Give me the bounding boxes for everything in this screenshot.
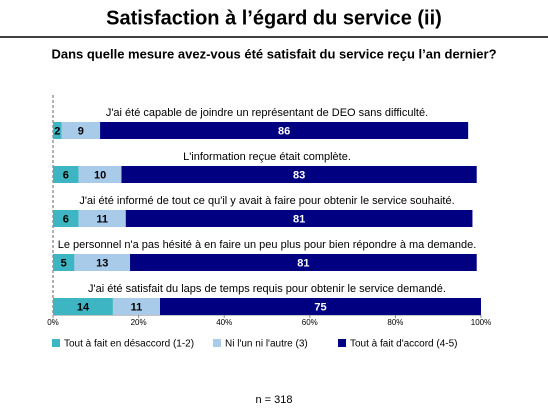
- value-label: 10: [94, 169, 106, 181]
- bar-segment: [130, 254, 477, 271]
- bar-segment: [112, 298, 160, 315]
- value-label: 81: [297, 257, 309, 269]
- category-label: J'ai été capable de joindre un représent…: [106, 107, 428, 119]
- x-tick-label: 0%: [47, 318, 59, 327]
- bar-segment: [53, 254, 75, 271]
- legend-swatch: [52, 339, 60, 347]
- x-tick-label: 80%: [387, 318, 403, 327]
- bar-segment: [53, 166, 79, 183]
- value-label: 9: [78, 125, 84, 137]
- bar-segment: [121, 166, 477, 183]
- bar-segment: [125, 210, 473, 227]
- bar-segment: [61, 122, 101, 139]
- x-tick-label: 40%: [216, 318, 232, 327]
- legend-swatch: [213, 339, 221, 347]
- value-label: 14: [77, 301, 90, 313]
- bar-segment: [78, 210, 126, 227]
- bar-segment: [74, 254, 131, 271]
- bar-segment: [78, 166, 122, 183]
- bar-segment: [53, 298, 113, 315]
- category-label: J'ai été satisfait du laps de temps requ…: [88, 283, 446, 295]
- value-label: 6: [63, 169, 69, 181]
- annotation: n = 318: [255, 394, 292, 406]
- value-label: 13: [96, 257, 108, 269]
- x-tick-label: 60%: [302, 318, 318, 327]
- chart-title: Satisfaction à l’égard du service (ii): [106, 7, 442, 29]
- value-label: 2: [54, 125, 60, 137]
- value-label: 5: [61, 257, 67, 269]
- legend-label: Tout à fait en désaccord (1-2): [64, 339, 194, 350]
- bar-segment: [160, 298, 481, 315]
- chart-subtitle: Dans quelle mesure avez-vous été satisfa…: [51, 46, 496, 61]
- bar-segment: [53, 122, 62, 139]
- category-label: J'ai été informé de tout ce qu'il y avai…: [79, 195, 454, 207]
- legend-label: Tout à fait d'accord (4-5): [350, 339, 458, 350]
- value-label: 6: [63, 213, 69, 225]
- value-label: 11: [96, 213, 108, 225]
- legend-swatch: [338, 339, 346, 347]
- value-label: 81: [293, 213, 305, 225]
- value-label: 83: [293, 169, 305, 181]
- x-tick-label: 100%: [471, 318, 491, 327]
- value-label: 86: [278, 125, 290, 137]
- x-tick-label: 20%: [131, 318, 147, 327]
- category-label: L'information reçue était complète.: [183, 151, 351, 163]
- bar-segment: [53, 210, 79, 227]
- value-label: 75: [314, 301, 326, 313]
- value-label: 11: [131, 301, 143, 313]
- legend-label: Ni l'un ni l'autre (3): [225, 339, 308, 350]
- category-label: Le personnel n'a pas hésité à en faire u…: [58, 239, 477, 251]
- bar-segment: [100, 122, 469, 139]
